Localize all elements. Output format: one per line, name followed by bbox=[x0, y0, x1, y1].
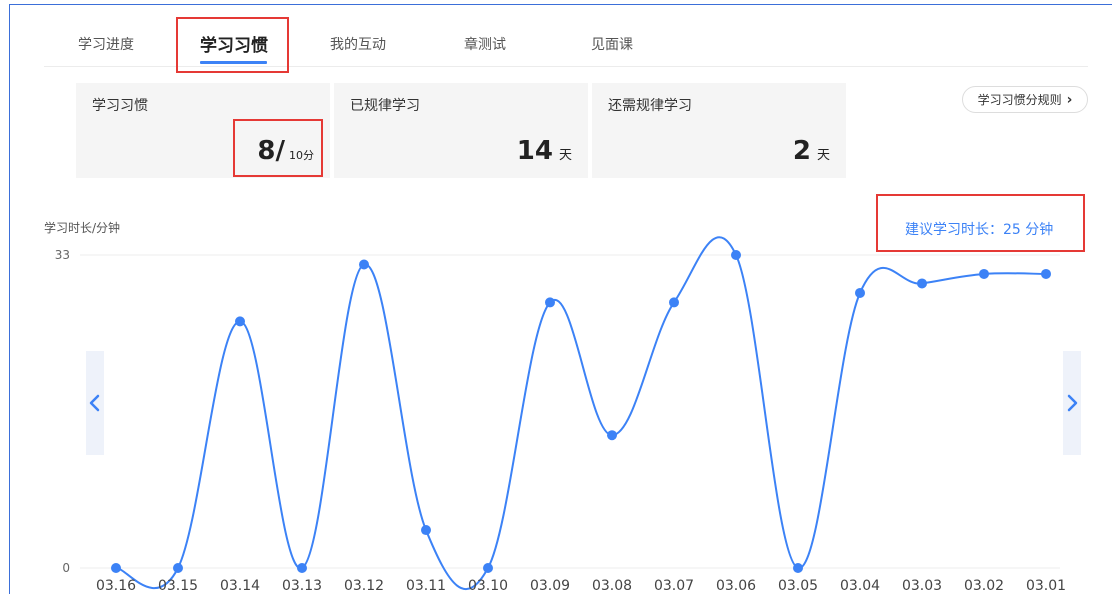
chart-data-point[interactable] bbox=[855, 287, 865, 298]
x-tick-label: 03.02 bbox=[964, 578, 1004, 594]
chevron-right-icon bbox=[1067, 394, 1078, 412]
x-tick-label: 03.14 bbox=[220, 578, 260, 594]
chart-data-point[interactable] bbox=[297, 563, 307, 573]
tab-habit[interactable]: 学习习惯 bbox=[200, 36, 268, 56]
chart-data-point[interactable] bbox=[1041, 268, 1051, 279]
y-tick-label: 0 bbox=[62, 561, 70, 575]
chevron-left-icon bbox=[89, 394, 100, 412]
y-tick-label: 33 bbox=[55, 248, 70, 262]
x-tick-label: 03.07 bbox=[654, 578, 694, 594]
chart-next-button[interactable] bbox=[1063, 351, 1081, 455]
chart-data-point[interactable] bbox=[793, 563, 803, 573]
habit-score-card: 学习习惯 8/10分 bbox=[76, 83, 330, 178]
chart-data-point[interactable] bbox=[359, 259, 369, 270]
x-tick-label: 03.11 bbox=[406, 578, 446, 594]
chart-data-point[interactable] bbox=[979, 268, 989, 279]
x-tick-label: 03.05 bbox=[778, 578, 818, 594]
chart-data-point[interactable] bbox=[669, 297, 679, 308]
chart-data-point[interactable] bbox=[545, 297, 555, 308]
regular-days-card: 已规律学习 14 天 bbox=[334, 83, 588, 178]
habit-score: 8/ bbox=[257, 136, 285, 166]
x-tick-label: 03.06 bbox=[716, 578, 756, 594]
tab-chapter-test[interactable]: 章测试 bbox=[464, 37, 506, 53]
remaining-days-label: 还需规律学习 bbox=[608, 98, 692, 114]
tab-interaction[interactable]: 我的互动 bbox=[330, 37, 386, 53]
chart-data-point[interactable] bbox=[917, 278, 927, 289]
chart-data-point[interactable] bbox=[111, 563, 121, 573]
habit-rule-label: 学习习惯分规则 bbox=[977, 93, 1062, 107]
remaining-days-number: 2 bbox=[792, 136, 811, 166]
chart-series-line bbox=[115, 236, 1047, 591]
remaining-days-unit: 天 bbox=[816, 148, 830, 163]
chart-data-point[interactable] bbox=[173, 563, 183, 573]
x-tick-label: 03.01 bbox=[1026, 578, 1066, 594]
regular-days-value: 14 天 bbox=[517, 136, 572, 166]
regular-days-number: 14 bbox=[516, 136, 553, 166]
x-tick-label: 03.10 bbox=[468, 578, 508, 594]
habit-score-value: 8/10分 bbox=[257, 136, 314, 166]
chart-y-axis-label: 学习时长/分钟 bbox=[44, 221, 121, 235]
x-tick-label: 03.12 bbox=[344, 578, 384, 594]
tab-progress[interactable]: 学习进度 bbox=[78, 37, 134, 53]
habit-score-label: 学习习惯 bbox=[92, 98, 148, 114]
chart-data-point[interactable] bbox=[235, 316, 245, 327]
x-tick-label: 03.15 bbox=[158, 578, 198, 594]
chart-data-point[interactable] bbox=[483, 563, 493, 573]
habit-rule-button[interactable]: 学习习惯分规则 › bbox=[962, 86, 1088, 113]
x-tick-label: 03.03 bbox=[902, 578, 942, 594]
tab-meeting-class[interactable]: 见面课 bbox=[591, 37, 633, 53]
active-tab-indicator bbox=[200, 61, 267, 64]
chart-data-point[interactable] bbox=[607, 430, 617, 441]
x-tick-label: 03.08 bbox=[592, 578, 632, 594]
chart-data-point[interactable] bbox=[731, 250, 741, 260]
regular-days-label: 已规律学习 bbox=[350, 98, 420, 114]
regular-days-unit: 天 bbox=[558, 148, 572, 163]
tab-bar: 学习进度 学习习惯 我的互动 章测试 见面课 bbox=[44, 0, 1088, 67]
panel-frame bbox=[9, 4, 1112, 594]
x-tick-label: 03.13 bbox=[282, 578, 322, 594]
chart-data-point[interactable] bbox=[421, 525, 431, 536]
x-tick-label: 03.04 bbox=[840, 578, 880, 594]
chevron-right-icon: › bbox=[1066, 91, 1073, 108]
chart-prev-button[interactable] bbox=[86, 351, 104, 455]
x-tick-label: 03.09 bbox=[530, 578, 570, 594]
x-tick-label: 03.16 bbox=[96, 578, 136, 594]
suggested-duration: 建议学习时长：25 分钟 bbox=[905, 222, 1054, 238]
habit-score-max: 10分 bbox=[289, 149, 314, 162]
